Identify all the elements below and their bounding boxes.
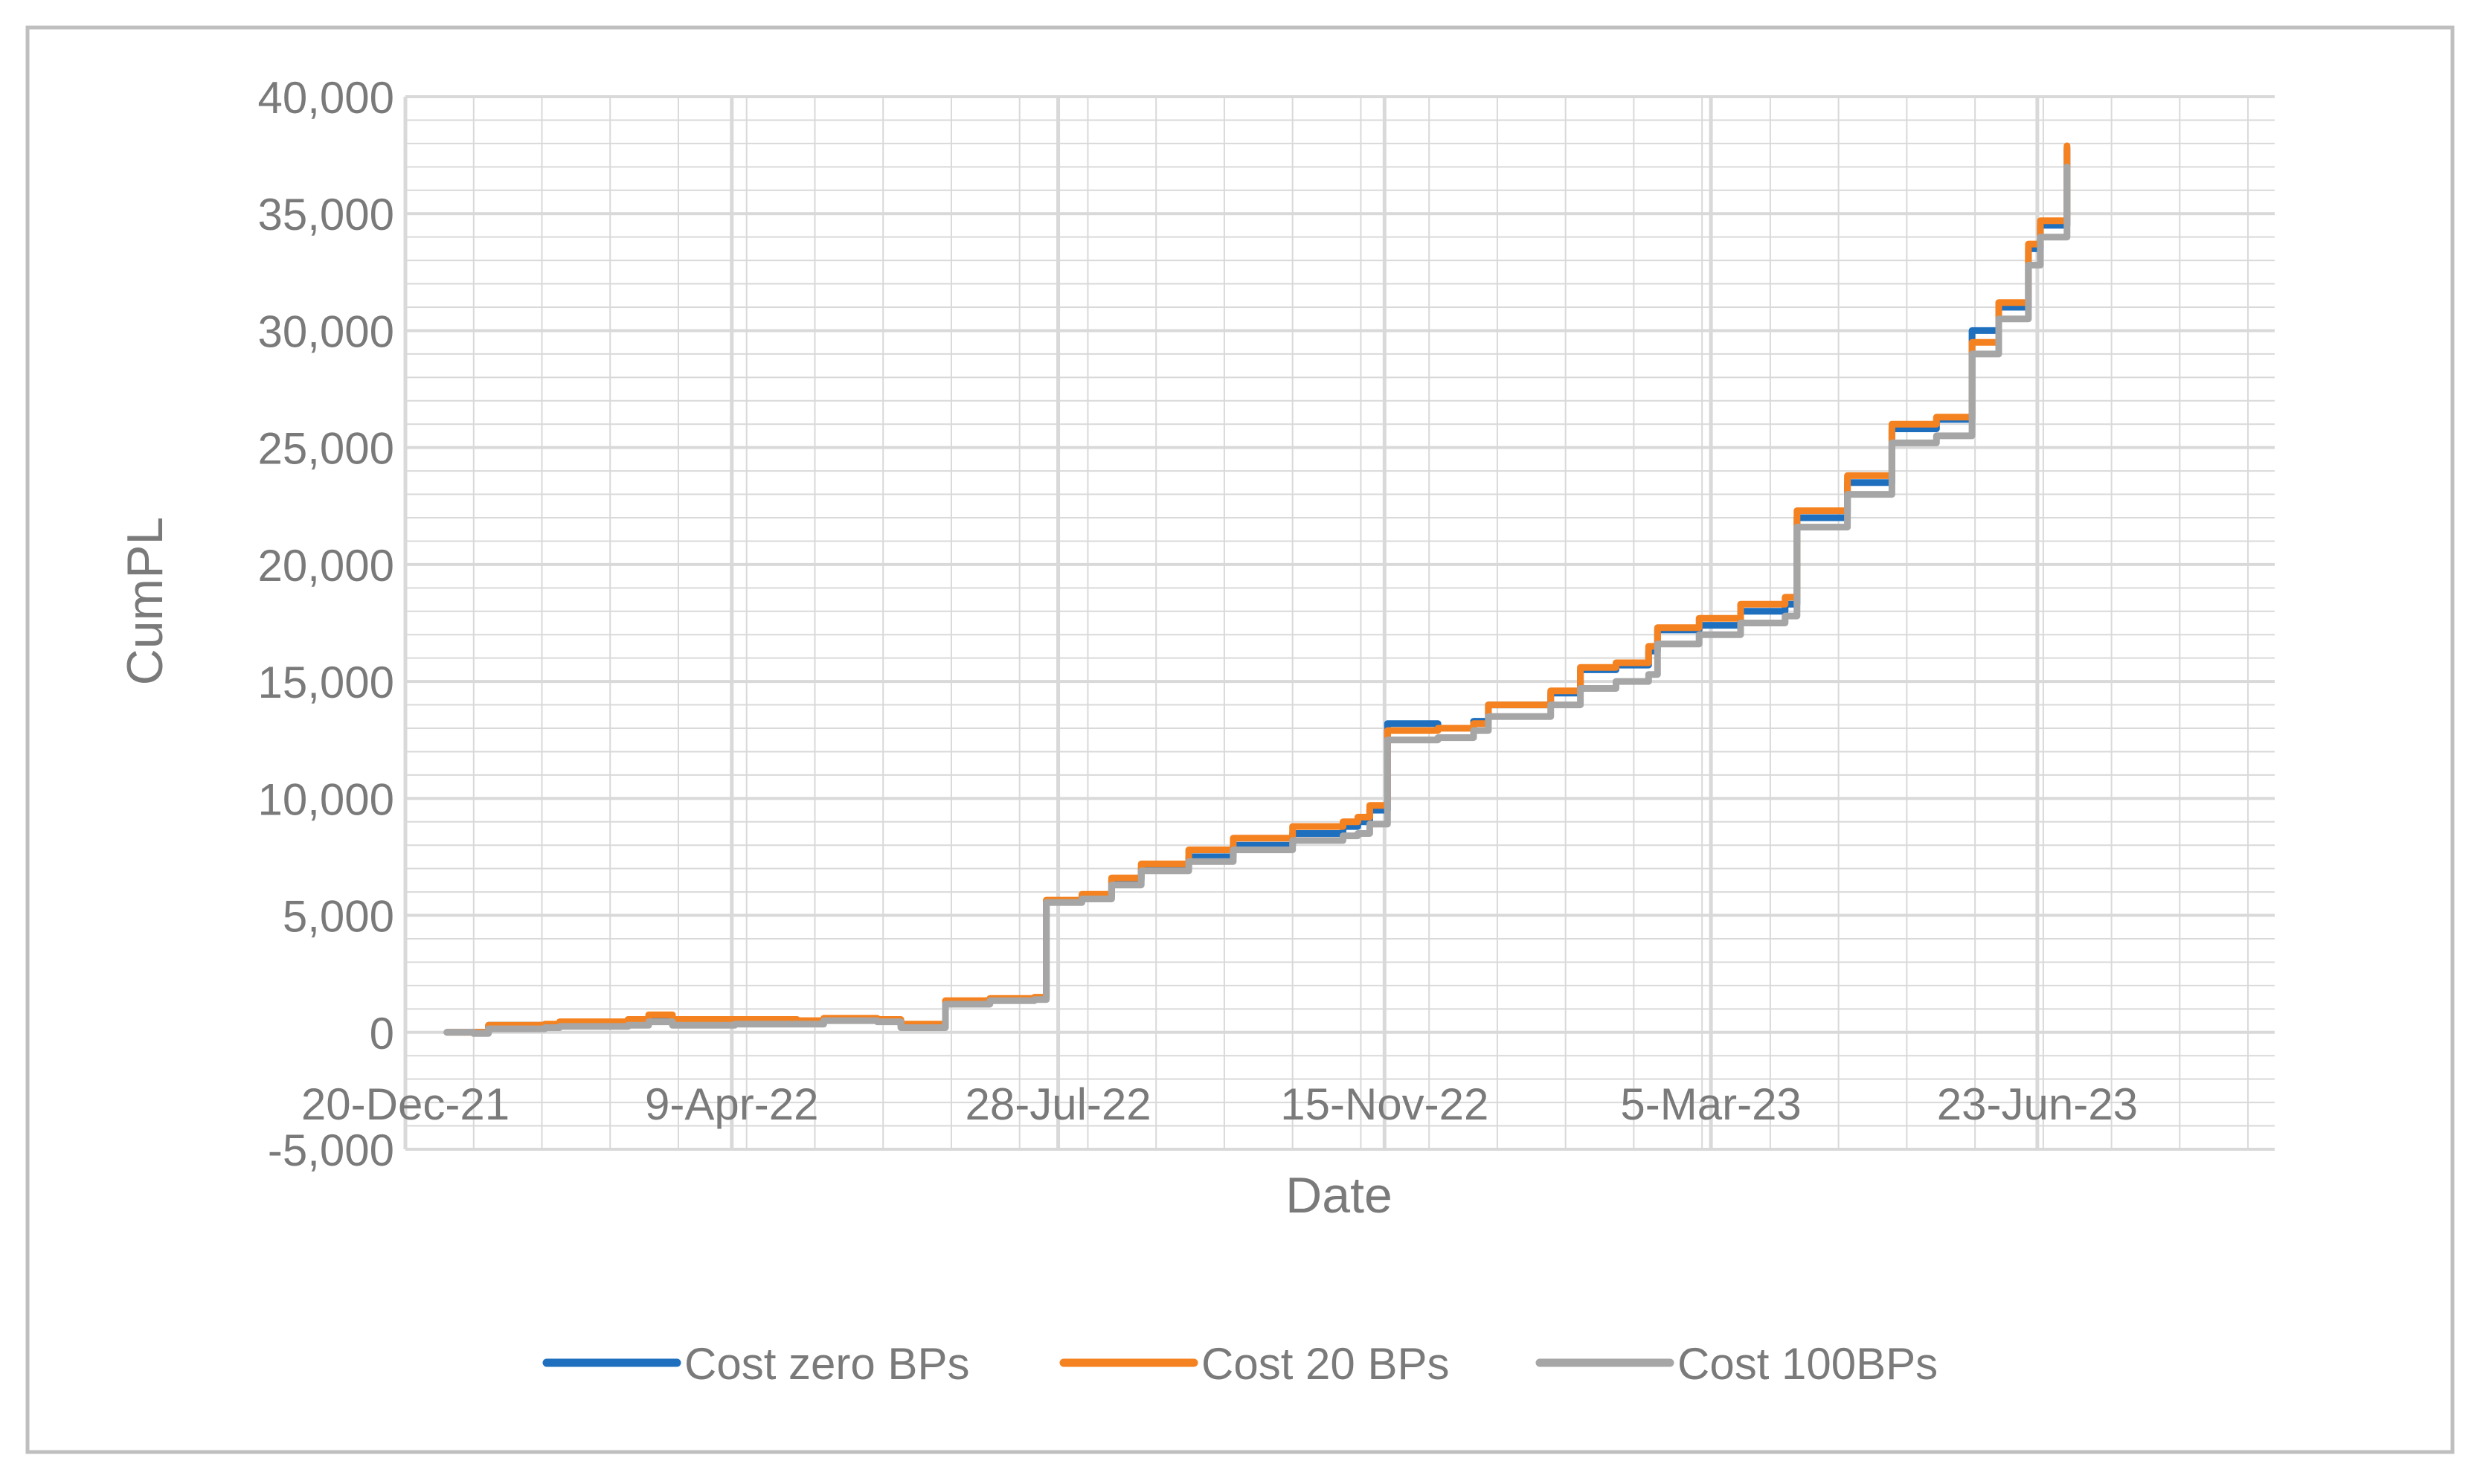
y-tick-label: -5,000 <box>268 1125 394 1175</box>
chart-frame <box>25 25 2455 1454</box>
legend-label: Cost zero BPs <box>684 1339 969 1389</box>
x-tick-label: 28-Jul-22 <box>965 1079 1151 1129</box>
legend-label: Cost 100BPs <box>1677 1339 1938 1389</box>
x-axis-label: Date <box>1285 1167 1392 1224</box>
y-tick-label: 35,000 <box>257 190 394 240</box>
major-gridlines <box>403 95 2275 1151</box>
minor-gridlines <box>405 97 2275 1149</box>
y-tick-label: 20,000 <box>257 541 394 591</box>
legend-label: Cost 20 BPs <box>1201 1339 1450 1389</box>
y-tick-label: 5,000 <box>283 892 394 942</box>
series-line <box>443 163 2071 1037</box>
y-axis-label: CumPL <box>117 517 173 686</box>
y-tick-label: 10,000 <box>257 774 394 824</box>
x-tick-label: 5-Mar-23 <box>1620 1079 1801 1129</box>
y-tick-label: 30,000 <box>257 306 394 356</box>
y-tick-label: 40,000 <box>257 73 394 123</box>
x-tick-label: 20-Dec-21 <box>301 1079 510 1129</box>
x-tick-label: 9-Apr-22 <box>645 1079 818 1129</box>
legend: Cost zero BPs Cost 20 BPs Cost 100BPs <box>542 1339 1938 1389</box>
series-line <box>443 142 2071 1036</box>
x-tick-label: 23-Jun-23 <box>1937 1079 2138 1129</box>
y-tick-label: 0 <box>370 1009 394 1059</box>
y-axis-ticks: -5,000 0 5,000 10,000 15,000 20,000 25,000 30,0… <box>257 73 394 1175</box>
series-lines <box>443 142 2071 1037</box>
y-tick-label: 25,000 <box>257 424 394 474</box>
y-tick-label: 15,000 <box>257 658 394 707</box>
x-tick-label: 15-Nov-22 <box>1280 1079 1488 1129</box>
x-axis-ticks: 20-Dec-21 9-Apr-22 28-Jul-22 15-Nov-22 5-Mar… <box>301 1079 2138 1129</box>
